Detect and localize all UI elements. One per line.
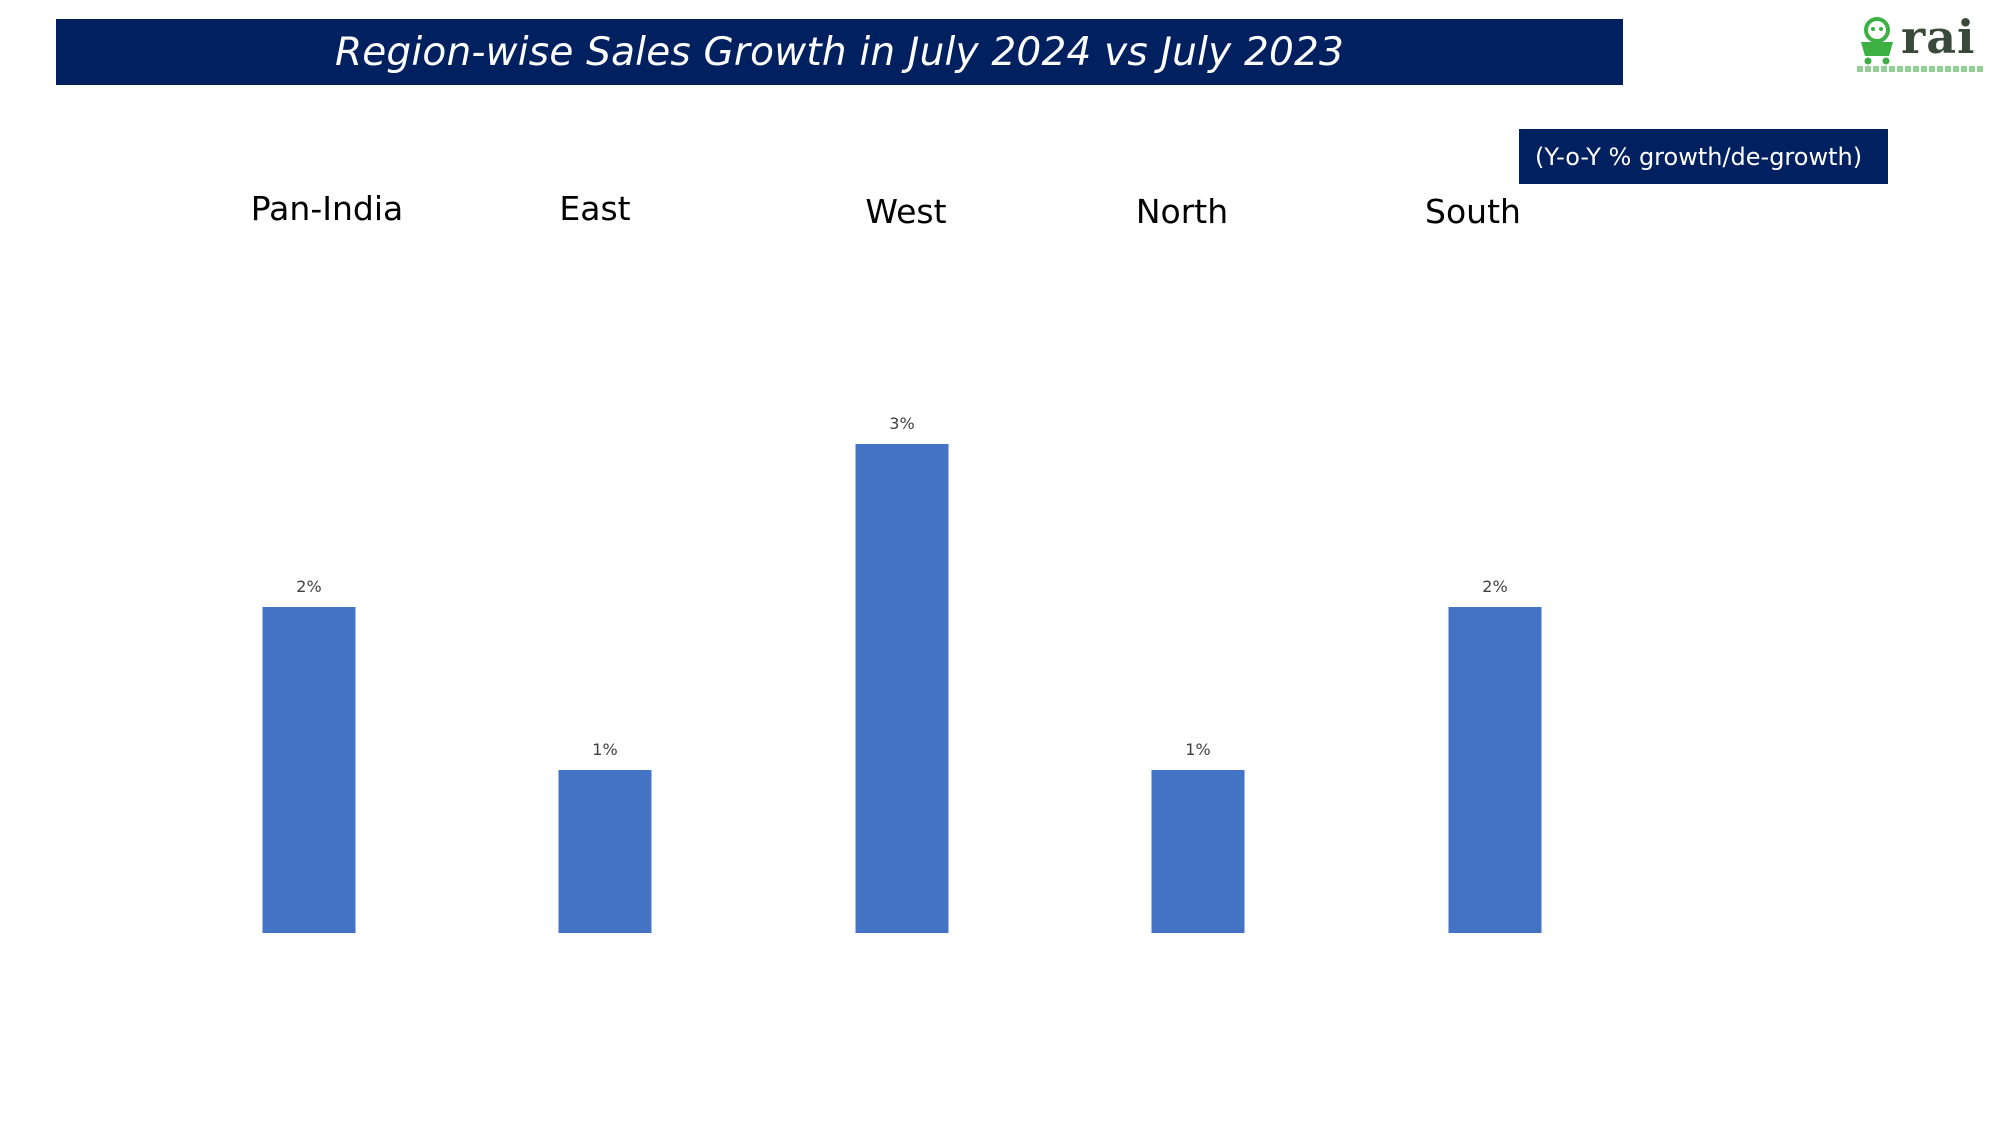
data-label: 2% (1482, 577, 1507, 596)
bar (855, 444, 949, 933)
category-label: North (1136, 192, 1228, 231)
bar (1151, 770, 1245, 933)
data-label: 1% (592, 740, 617, 759)
category-label: East (559, 189, 630, 228)
category-label: West (865, 192, 946, 231)
data-label: 2% (296, 577, 321, 596)
data-label: 1% (1185, 740, 1210, 759)
bar (1448, 607, 1542, 933)
category-label: South (1425, 192, 1521, 231)
logo-tagline (1857, 66, 1985, 72)
bar (262, 607, 356, 933)
chart-subtitle: (Y-o-Y % growth/de-growth) (1535, 142, 1863, 171)
data-label: 3% (889, 414, 914, 433)
rai-logo: rai (1855, 10, 1985, 76)
bar (558, 770, 652, 933)
title-bar: Region-wise Sales Growth in July 2024 vs… (56, 19, 1623, 85)
chart-title: Region-wise Sales Growth in July 2024 vs… (334, 29, 1345, 75)
category-label: Pan-India (251, 189, 403, 228)
logo-wordmark: rai (1901, 10, 1976, 64)
cart-mascot-icon (1861, 17, 1893, 65)
subtitle-box: (Y-o-Y % growth/de-growth) (1519, 129, 1888, 184)
